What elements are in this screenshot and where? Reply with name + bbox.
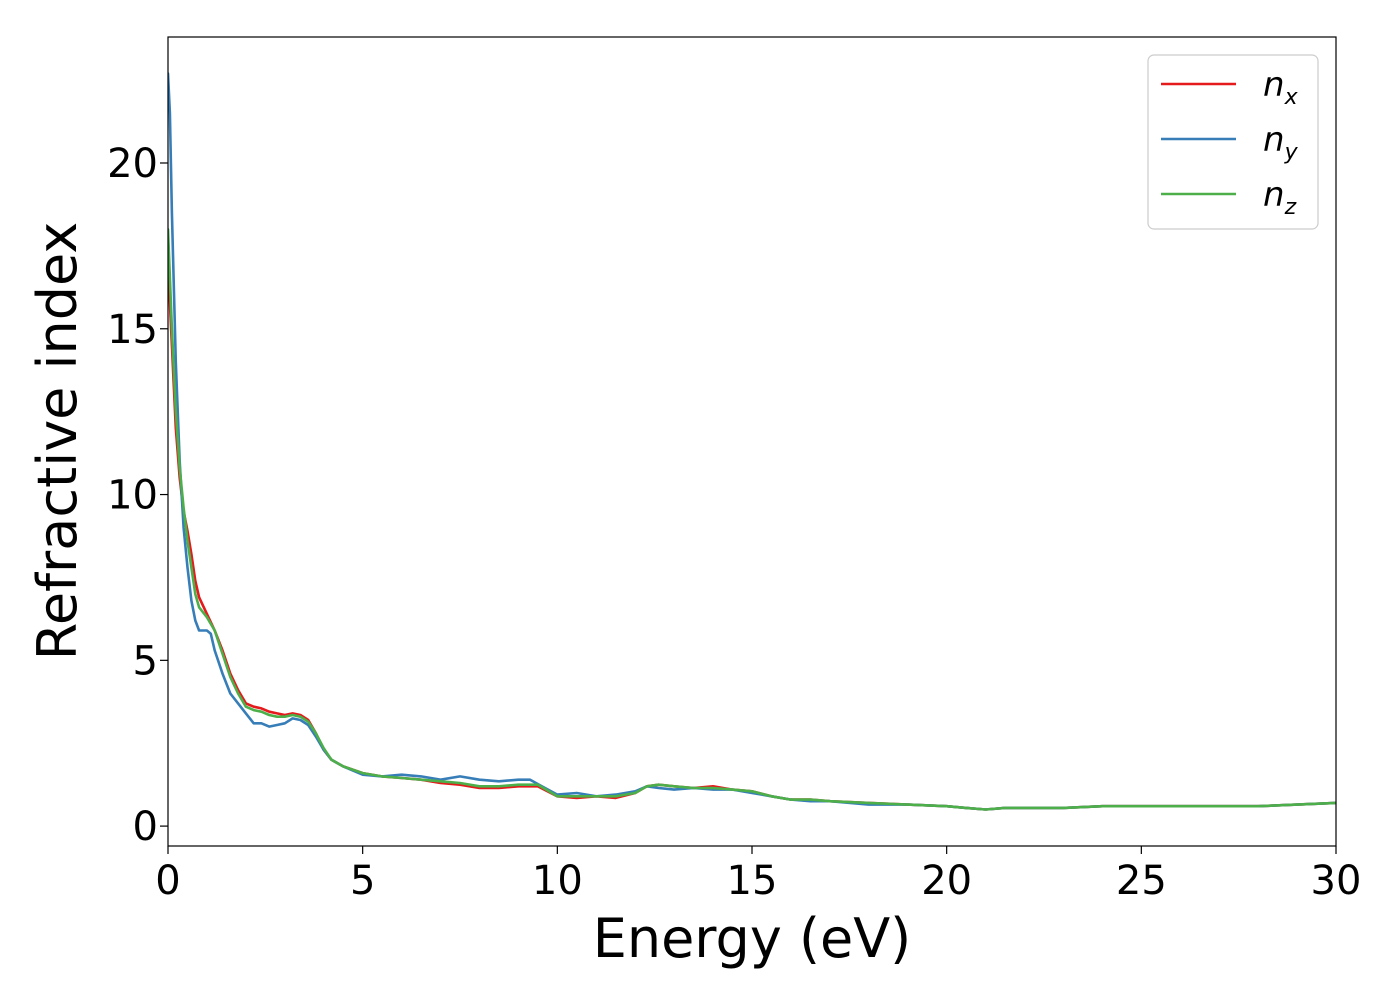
x-tick-label: 30 xyxy=(1311,858,1362,904)
y-axis-ticks: 0 5 10 15 20 xyxy=(107,141,168,850)
y-axis-title: Refractive index xyxy=(26,222,89,661)
y-tick-label: 20 xyxy=(107,141,158,187)
y-tick-label: 15 xyxy=(107,307,158,353)
plot-background xyxy=(168,37,1336,846)
x-tick-label: 0 xyxy=(155,858,180,904)
legend-box xyxy=(1147,54,1319,230)
x-tick-label: 5 xyxy=(350,858,375,904)
y-tick-label: 10 xyxy=(107,473,158,519)
x-axis-ticks: 0 5 10 15 20 25 30 xyxy=(155,846,1361,904)
x-axis-title: Energy (eV) xyxy=(593,907,912,970)
series-line-nz xyxy=(168,228,1336,811)
x-tick-label: 20 xyxy=(921,858,972,904)
y-tick-label: 5 xyxy=(133,638,158,684)
x-tick-label: 25 xyxy=(1116,858,1167,904)
x-tick-label: 10 xyxy=(532,858,583,904)
series-layer xyxy=(168,72,1336,811)
y-tick-label: 0 xyxy=(133,804,158,850)
x-tick-label: 15 xyxy=(727,858,778,904)
